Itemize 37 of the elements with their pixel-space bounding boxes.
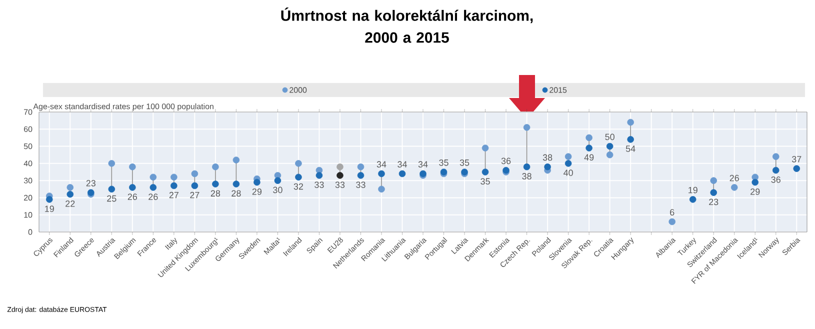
data-label: 23	[86, 180, 96, 186]
data-label: 26	[148, 194, 158, 200]
data-label: 38	[522, 173, 532, 180]
data-label: 38	[542, 154, 552, 161]
data-label: 30	[273, 186, 282, 194]
data-label: 27	[190, 192, 200, 198]
data-label: 34	[398, 161, 407, 168]
data-label: 54	[626, 146, 636, 152]
data-label: 40	[564, 170, 573, 176]
data-label: 35	[460, 159, 470, 166]
data-label: 36	[501, 158, 511, 164]
data-label: 49	[584, 154, 594, 161]
data-label: 33	[356, 182, 366, 188]
chart-title: Úmrtnost na kolorektální karcinom, 2000 a 2015	[281, 8, 533, 43]
data-label: 27	[169, 192, 178, 198]
data-label: 32	[294, 183, 303, 190]
data-label: 6	[670, 209, 674, 216]
data-label: 36	[771, 176, 780, 183]
data-label: 29	[252, 188, 262, 195]
data-label: 28	[232, 190, 241, 197]
data-label: 26	[128, 194, 138, 200]
data-label: 34	[418, 161, 428, 168]
data-label: 19	[688, 186, 698, 194]
data-label: 37	[792, 156, 802, 162]
data-label: 33	[314, 182, 324, 188]
data-label: 50	[605, 134, 614, 140]
data-label: 25	[107, 195, 116, 202]
data-label: 26	[730, 174, 739, 182]
data-label: 28	[210, 190, 220, 197]
data-label: 35	[439, 159, 448, 166]
data-label: 29	[750, 188, 760, 195]
data-label: 22	[66, 200, 75, 207]
data-label: 23	[709, 198, 718, 206]
data-label: 34	[376, 161, 386, 168]
data-label: 19	[45, 206, 54, 212]
data-label: 33	[335, 182, 345, 188]
data-label: 35	[480, 178, 490, 185]
